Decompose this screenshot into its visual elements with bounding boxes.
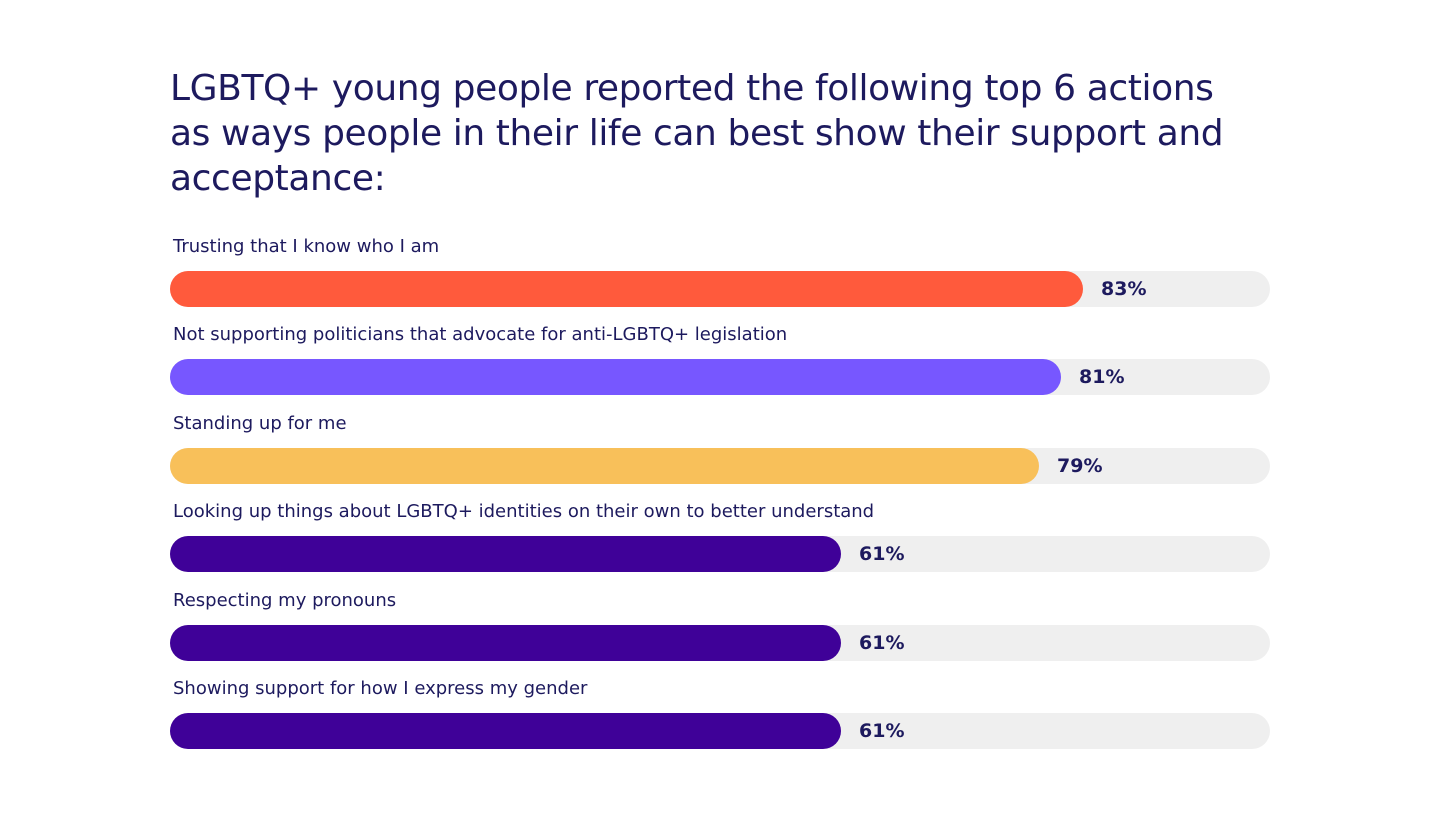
- bar-track: [170, 447, 1270, 484]
- bar-row: Standing up for me 79%: [170, 413, 1270, 493]
- bar: [170, 271, 1083, 307]
- bar: [170, 624, 841, 661]
- bar-category-label: Respecting my pronouns: [173, 589, 397, 611]
- bar-track: [170, 624, 1270, 661]
- bar-track: [170, 359, 1270, 396]
- bar-value-label: 83%: [1101, 278, 1147, 300]
- bar-value-label: 81%: [1079, 366, 1125, 389]
- bar-category-label: Looking up things about LGBTQ+ identitie…: [173, 501, 875, 523]
- bar-category-label: Trusting that I know who I am: [173, 236, 440, 257]
- bar-track: [170, 271, 1270, 307]
- bar-value-label: 61%: [859, 720, 905, 742]
- bar-value-label: 61%: [859, 631, 905, 654]
- bar-value-label: 61%: [859, 543, 905, 566]
- bar-row: Not supporting politicians that advocate…: [170, 324, 1270, 404]
- bar-track: [170, 536, 1270, 573]
- chart-title: LGBTQ+ young people reported the followi…: [170, 68, 1224, 199]
- bar-track: [170, 713, 1270, 749]
- bar: [170, 713, 841, 749]
- bar: [170, 359, 1061, 396]
- bar-row: Respecting my pronouns 61%: [170, 590, 1270, 670]
- bar-category-label: Standing up for me: [173, 412, 347, 434]
- bar-category-label: Not supporting politicians that advocate…: [173, 324, 788, 346]
- bar-row: Looking up things about LGBTQ+ identitie…: [170, 501, 1270, 581]
- bar-row: Showing support for how I express my gen…: [170, 678, 1270, 758]
- bar: [170, 536, 841, 573]
- bar-category-label: Showing support for how I express my gen…: [173, 678, 588, 699]
- bar-row: Trusting that I know who I am 83%: [170, 236, 1270, 316]
- bar: [170, 447, 1039, 484]
- bar-value-label: 79%: [1057, 454, 1103, 477]
